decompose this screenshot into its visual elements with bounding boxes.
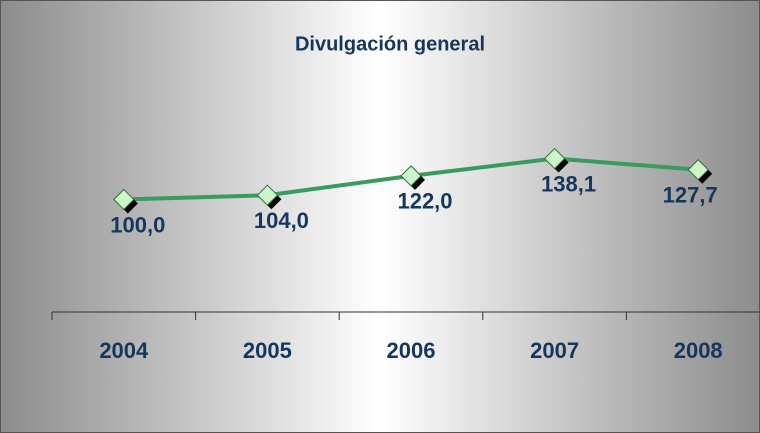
data-label: 100,0 [110,212,165,237]
marker [256,184,279,206]
marker [543,147,566,170]
data-label: 138,1 [541,171,596,196]
marker [400,165,422,187]
data-label: 104,0 [254,208,309,233]
data-label: 127,7 [663,183,718,208]
marker [687,159,709,181]
x-tick-label: 2008 [674,338,723,363]
data-label: 122,0 [397,189,452,214]
x-tick-label: 2006 [387,338,436,363]
x-tick-label: 2007 [530,338,579,363]
x-tick-label: 2004 [99,338,149,363]
x-tick-label: 2005 [243,338,292,363]
marker [113,188,135,211]
chart-title: Divulgación general [295,33,485,55]
